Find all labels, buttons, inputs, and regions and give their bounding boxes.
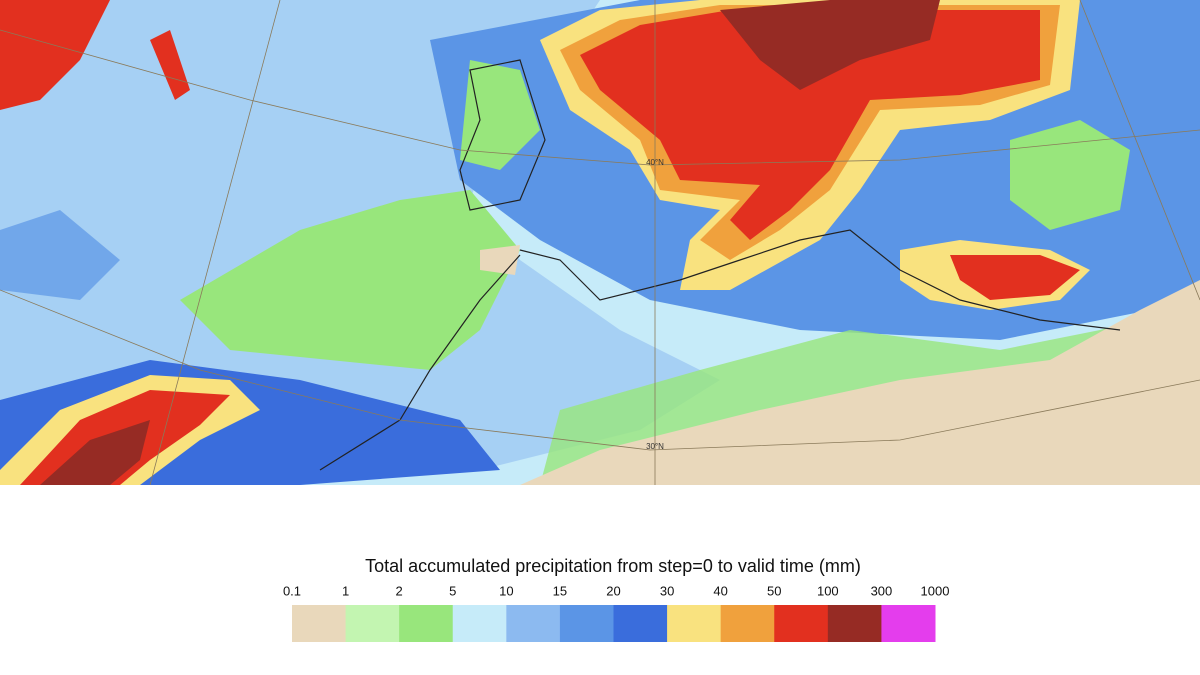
rain-area [460, 60, 540, 170]
legend-tick-label: 1 [342, 583, 349, 598]
rain-area [0, 0, 110, 110]
legend-swatch [452, 605, 507, 642]
legend: Total accumulated precipitation from ste… [283, 556, 950, 642]
legend-title: Total accumulated precipitation from ste… [365, 556, 861, 576]
dry-area [480, 245, 520, 275]
coastline [319, 59, 1121, 471]
graticule [149, 0, 1200, 485]
legend-swatch [559, 605, 614, 642]
legend-swatch [292, 605, 347, 642]
latitude-label: 30°N [646, 442, 664, 451]
rain-area [1010, 120, 1130, 230]
legend-tick-label: 40 [713, 583, 727, 598]
legend-swatch [667, 605, 722, 642]
legend-swatch [881, 605, 936, 642]
legend-tick-label: 5 [449, 583, 456, 598]
legend-tick-label: 2 [396, 583, 403, 598]
rain-area [150, 30, 190, 100]
legend-tick-label: 30 [660, 583, 674, 598]
legend-tick-label: 20 [606, 583, 620, 598]
legend-swatch [720, 605, 775, 642]
rain-area [580, 10, 1040, 240]
precipitation-map: 40°N 30°N [0, 0, 1200, 485]
dry-area [520, 280, 1200, 485]
legend-swatch [506, 605, 561, 642]
legend-swatch [613, 605, 668, 642]
legend-swatch [774, 605, 829, 642]
legend-tick-label: 1000 [921, 583, 950, 598]
legend-swatch [345, 605, 400, 642]
legend-tick-label: 0.1 [283, 583, 301, 598]
rain-area [720, 0, 940, 90]
rain-area [40, 420, 150, 485]
rain-area [0, 210, 120, 300]
legend-tick-label: 50 [767, 583, 781, 598]
legend-swatch [827, 605, 882, 642]
graticule [0, 29, 1200, 451]
legend-swatch [399, 605, 454, 642]
legend-tick-label: 100 [817, 583, 839, 598]
rain-area [950, 255, 1080, 300]
rain-area [180, 190, 520, 370]
latitude-label: 40°N [646, 158, 664, 167]
legend-tick-label: 15 [553, 583, 567, 598]
legend-tick-label: 300 [871, 583, 893, 598]
legend-tick-label: 10 [499, 583, 513, 598]
